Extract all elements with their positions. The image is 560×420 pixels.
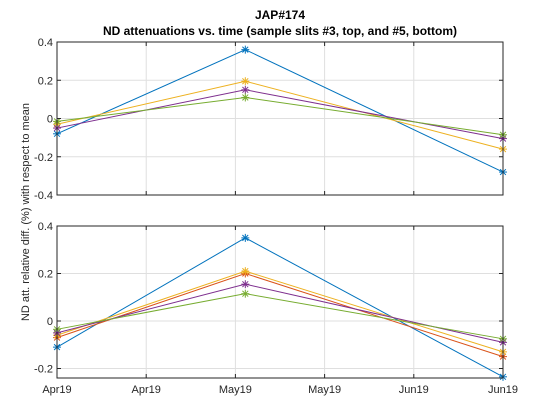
top-panel: -0.4 -0.2 0 0.2 0.4 <box>34 37 507 202</box>
data-point-marker <box>241 77 250 86</box>
data-point-marker <box>241 93 250 102</box>
axes-box <box>56 225 504 379</box>
y-tick-label: 0.4 <box>38 37 53 49</box>
data-point-marker <box>241 45 250 54</box>
y-tick-label: 0.4 <box>38 221 53 233</box>
x-tick-label: Apr19 <box>42 384 71 396</box>
x-tick-label: Apr19 <box>132 384 161 396</box>
y-axis-label: ND att. relative diff. (%) with respect … <box>20 103 32 321</box>
plot-area <box>57 226 503 378</box>
y-tick-label: -0.2 <box>34 364 53 376</box>
bottom-panel: -0.2 0 0.2 0.4 Apr19 Apr19 May19 May19 Jun19 Jun1… <box>34 221 518 396</box>
data-point-marker <box>241 85 250 94</box>
x-tick-label: May19 <box>308 384 341 396</box>
y-tick-label: 0.2 <box>38 269 53 281</box>
data-point-marker <box>241 233 250 242</box>
y-tick-label: -0.2 <box>34 152 53 164</box>
data-point-marker <box>241 267 250 276</box>
chart-title: JAP#174 <box>254 8 306 22</box>
chart-subtitle: ND attenuations vs. time (sample slits #… <box>102 24 458 38</box>
y-tick-label: 0 <box>47 316 53 328</box>
y-tick-label: -0.4 <box>34 190 53 202</box>
data-point-marker <box>241 280 250 289</box>
x-tick-label: Jun19 <box>399 384 429 396</box>
x-tick-label: Jun19 <box>488 384 518 396</box>
y-tick-label: 0 <box>47 114 53 126</box>
data-point-marker <box>241 289 250 298</box>
y-tick-label: 0.2 <box>38 75 53 87</box>
x-tick-label: May19 <box>219 384 252 396</box>
